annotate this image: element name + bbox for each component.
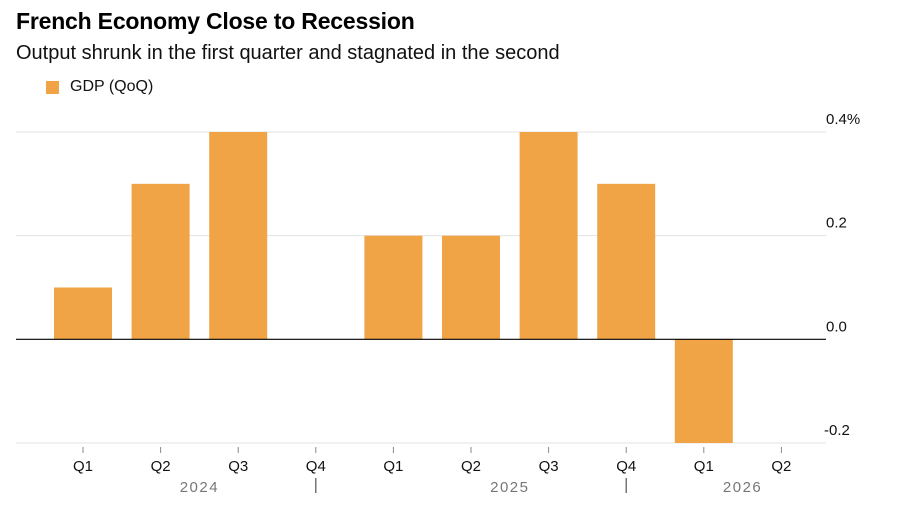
bar [364,235,423,340]
chart-title: French Economy Close to Recession [16,8,415,34]
chart-subtitle: Output shrunk in the first quarter and s… [16,42,560,64]
legend-label-gdp: GDP (QoQ) [70,78,154,95]
x-tick-label: Q4 [616,458,636,475]
x-tick-label: Q2 [461,458,481,475]
bar [442,235,500,340]
bar [674,339,733,443]
x-tick-label: Q1 [383,458,403,475]
bar [54,287,112,340]
x-tick-label: Q4 [306,458,326,475]
year-label: 2025 [490,479,529,496]
y-tick-label: -0.2 [824,422,850,439]
legend-swatch-gdp [46,80,59,94]
bar [519,132,578,340]
bar [597,183,656,340]
year-label: 2024 [180,479,219,496]
y-tick-label: 0.0 [826,318,847,335]
x-tick-label: Q2 [771,458,791,475]
year-label: 2026 [723,479,762,496]
y-tick-label: 0.4% [826,111,860,128]
x-tick-label: Q3 [539,458,559,475]
bar [209,132,268,340]
y-tick-label: 0.2 [826,215,847,232]
x-tick-label: Q1 [73,458,93,475]
legend: GDP (QoQ) [16,78,153,96]
x-tick-label: Q2 [151,458,171,475]
x-tick-label: Q3 [228,458,248,475]
bar [131,183,190,340]
x-tick-label: Q1 [694,458,714,475]
